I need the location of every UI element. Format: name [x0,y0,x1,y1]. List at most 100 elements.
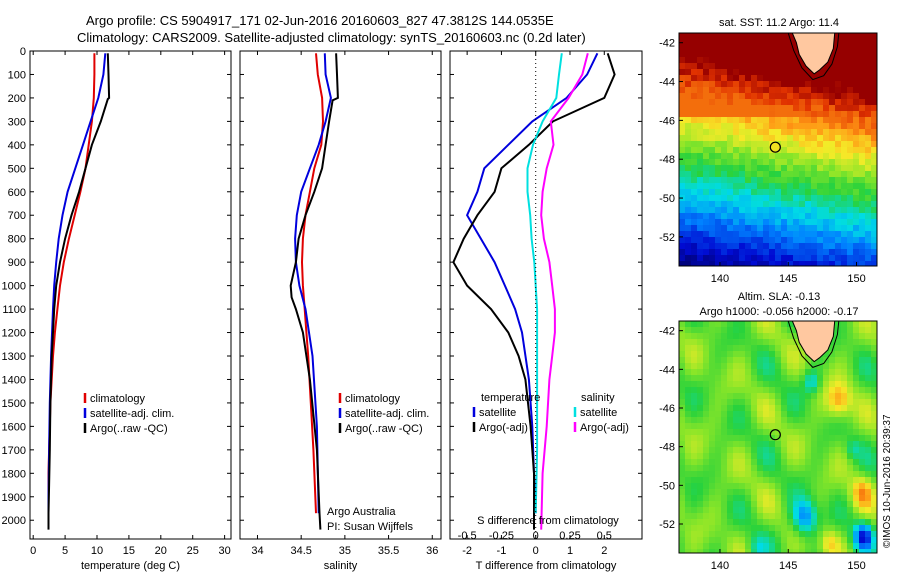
map-cell [781,477,788,484]
map-cell [865,189,872,196]
map-cell [847,39,854,46]
map-cell [865,351,872,358]
map-cell [799,249,806,256]
map-cell [829,63,836,70]
map-cell [709,171,716,178]
map-cell [787,453,794,460]
map-cell [757,327,764,334]
map-cell [853,147,860,154]
map-cell [709,429,716,436]
map-cell [781,351,788,358]
map-cell [757,225,764,232]
map-cell [709,33,716,40]
map-cell [853,459,860,466]
map-cell [847,525,854,532]
map-cell [697,447,704,454]
map-cell [835,177,842,184]
map-cell [853,411,860,418]
map-cell [763,333,770,340]
map-cell [715,327,722,334]
map-cell [853,465,860,472]
map-cell [757,441,764,448]
map-cell [817,393,824,400]
map-cell [841,189,848,196]
map-cell [787,243,794,250]
map-cell [703,63,710,70]
map-cell [757,51,764,58]
map-cell [871,237,878,244]
map-cell [697,363,704,370]
map-cell [793,537,800,544]
map-cell [829,105,836,112]
map-cell [709,363,716,370]
map-cell [763,543,770,550]
map-cell [799,369,806,376]
map-cell [721,45,728,52]
map-cell [763,33,770,40]
map-cell [691,201,698,208]
map-cell [709,117,716,124]
map-cell [853,357,860,364]
map-cell [817,165,824,172]
map-cell [721,51,728,58]
map-cell [781,147,788,154]
map-cell [745,519,752,526]
map-cell [691,141,698,148]
map-cell [757,399,764,406]
map-cell [691,537,698,544]
map-cell [775,453,782,460]
map-cell [709,255,716,262]
map-cell [709,135,716,142]
map-cell [781,57,788,64]
map-cell [685,441,692,448]
map-cell [859,207,866,214]
map-cell [679,69,686,76]
map-cell [751,147,758,154]
map-cell [871,531,878,538]
map-cell [835,51,842,58]
map-cell [691,429,698,436]
map-cell [727,525,734,532]
map-cell [811,243,818,250]
map-cell [793,225,800,232]
map-cell [775,105,782,112]
map-cell [745,417,752,424]
map-cell [805,405,812,412]
map-cell [757,243,764,250]
map-cell [781,63,788,70]
map-cell [829,255,836,262]
map-cell [781,177,788,184]
map-cell [697,543,704,550]
map-cell [805,537,812,544]
map-cell [745,387,752,394]
map-cell [721,507,728,514]
map-cell [703,387,710,394]
map-cell [697,105,704,112]
map-cell [703,345,710,352]
map-cell [871,195,878,202]
map-cell [781,363,788,370]
map-cell [865,111,872,118]
map-cell [841,447,848,454]
map-cell [757,375,764,382]
map-cell [739,33,746,40]
map-cell [829,195,836,202]
map-cell [871,225,878,232]
map-cell [751,507,758,514]
map-cell [685,189,692,196]
map-cell [751,537,758,544]
map-cell [697,399,704,406]
map-cell [757,141,764,148]
map-cell [793,99,800,106]
map-cell [709,483,716,490]
map-cell [727,63,734,70]
map-cell [829,99,836,106]
map-cell [859,345,866,352]
map-cell [685,345,692,352]
map-cell [739,195,746,202]
map-cell [829,483,836,490]
map-cell [841,249,848,256]
map-cell [679,189,686,196]
map-cell [751,51,758,58]
map-cell [853,177,860,184]
